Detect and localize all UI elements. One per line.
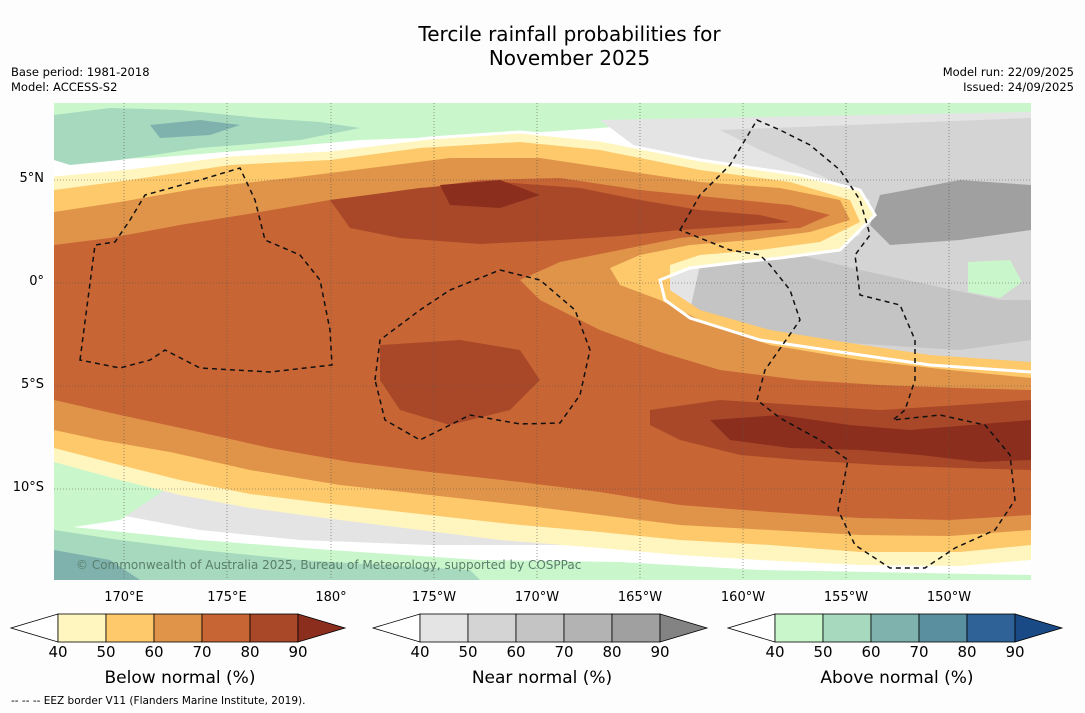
above-region-north-deep [150,120,240,138]
near-tick-60: 60 [506,643,526,661]
lon-label-175w: 175°W [411,590,457,605]
below-under-triangle [9,613,59,643]
below-80 [330,182,1031,470]
below-tick-40: 40 [48,643,68,661]
above-swatch-5 [1014,613,1064,643]
lon-label-180: 180° [315,590,347,605]
colorbar-below-swatches [9,613,347,643]
colorbar-near-label: Near normal (%) [471,668,613,688]
above-region-south-deep [54,550,140,580]
lon-label-170w: 170°W [514,590,560,605]
copyright-notice: © Commonwealth of Australia 2025, Bureau… [76,558,582,572]
above-swatch-4 [966,613,1016,643]
above-tick-90: 90 [1005,643,1025,661]
colorbar-near-ticks: 40 50 60 70 80 90 [372,643,712,663]
below-swatch-2 [153,613,203,643]
colorbar-above-normal: 40 50 60 70 80 90 Above normal (%) [726,612,1067,702]
chart-title: Tercile rainfall probabilities for Novem… [0,22,1085,70]
near-swatch-0 [419,613,469,643]
below-tick-70: 70 [192,643,212,661]
below-tick-80: 80 [240,643,260,661]
below-tick-60: 60 [144,643,164,661]
issued-date: Issued: 24/09/2025 [963,80,1074,94]
below-swatch-4 [249,613,299,643]
below-swatch-5 [297,613,347,643]
near-swatch-1 [467,613,517,643]
near-swatch-4 [611,613,661,643]
above-tick-40: 40 [765,643,785,661]
lon-label-170e: 170°E [104,590,144,605]
above-swatch-0 [774,613,824,643]
near-tick-50: 50 [458,643,478,661]
above-swatch-3 [918,613,968,643]
eez-kiribati-line [678,119,1016,569]
below-swatch-3 [201,613,251,643]
above-tick-60: 60 [861,643,881,661]
title-line-2: November 2025 [488,46,651,70]
above-region-south-dark [54,530,480,580]
lat-label-10s: 10°S [12,480,44,495]
above-under-triangle [726,613,776,643]
near-swatch-3 [563,613,613,643]
above-swatch-1 [822,613,872,643]
above-tick-50: 50 [813,643,833,661]
contour-outline [54,130,1031,374]
near-tick-70: 70 [554,643,574,661]
lon-label-155w: 155°W [823,590,869,605]
colorbar-below-normal: 40 50 60 70 80 90 Below normal (%) [9,612,350,702]
near-under-triangle [371,613,421,643]
colorbar-below-label: Below normal (%) [104,668,256,688]
colorbar-near-swatches [371,613,709,643]
lon-label-160w: 160°W [720,590,766,605]
above-tick-80: 80 [957,643,977,661]
above-region-east-patch [968,260,1022,298]
above-tick-70: 70 [909,643,929,661]
run-info: Model run: 22/09/2025 Issued: 24/09/2025 [943,65,1074,95]
near-tick-40: 40 [410,643,430,661]
base-period: Base period: 1981-2018 [11,65,150,79]
below-tick-50: 50 [96,643,116,661]
eez-borders [79,119,1016,569]
colorbar-near-normal: 40 50 60 70 80 90 Near normal (%) [371,612,712,702]
lon-label-175e: 175°E [207,590,247,605]
graticule [54,103,1031,580]
near-swatch-2 [515,613,565,643]
above-region-north-dark [54,108,360,165]
lat-label-5n: 5°N [19,171,45,186]
below-swatch-1 [105,613,155,643]
below-90 [440,180,1031,462]
near-region-east-darkest [870,180,1031,245]
eez-footnote: -- -- -- EEZ border V11 (Flanders Marine… [11,695,306,707]
colorbar-above-ticks: 40 50 60 70 80 90 [727,643,1067,663]
below-swatch-0 [57,613,107,643]
model-name: Model: ACCESS-S2 [11,80,118,94]
near-region-northeast-dark [690,255,1031,350]
above-swatch-2 [870,613,920,643]
lon-label-150w: 150°W [926,590,972,605]
colorbar-below-ticks: 40 50 60 70 80 90 [10,643,350,663]
title-line-1: Tercile rainfall probabilities for [418,22,721,46]
lat-label-5s: 5°S [20,377,44,392]
lon-label-165w: 165°W [617,590,663,605]
eez-kiribati-phoenix [374,269,591,441]
eez-kiribati-gilbert [79,167,333,373]
model-run: Model run: 22/09/2025 [942,65,1074,79]
colorbar-above-swatches [726,613,1064,643]
lat-label-0: 0° [29,274,44,289]
base-info: Base period: 1981-2018 Model: ACCESS-S2 [11,65,150,95]
near-tick-90: 90 [650,643,670,661]
near-swatch-5 [659,613,709,643]
colorbar-above-label: Above normal (%) [820,668,974,688]
near-tick-80: 80 [602,643,622,661]
below-tick-90: 90 [288,643,308,661]
